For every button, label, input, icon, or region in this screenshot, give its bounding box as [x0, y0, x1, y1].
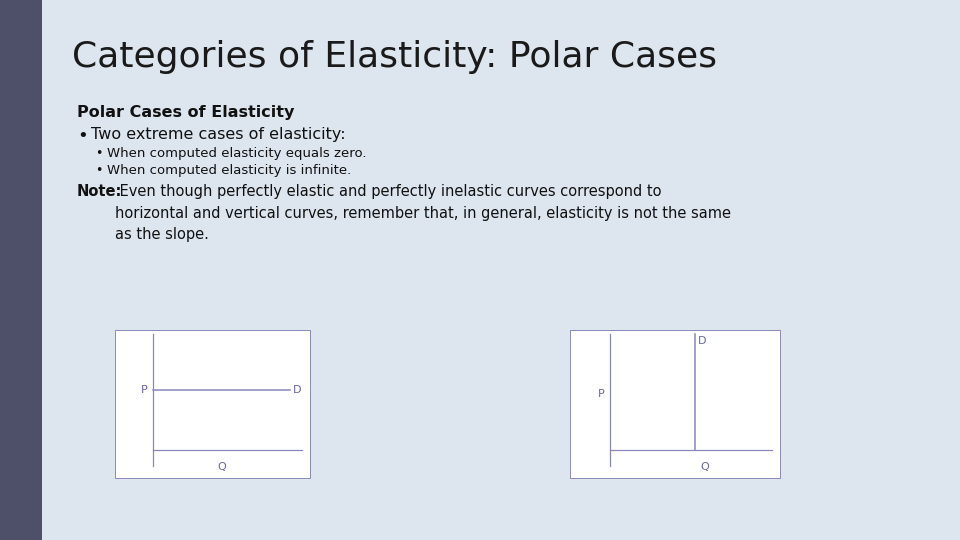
Text: Q: Q [701, 462, 709, 472]
Bar [0, 0, 42, 540]
Bar [570, 330, 780, 478]
Text: When computed elasticity is infinite.: When computed elasticity is infinite. [107, 164, 351, 177]
Text: •: • [95, 147, 103, 160]
Text: D: D [698, 336, 707, 346]
Text: P: P [598, 389, 605, 399]
Text: •: • [77, 127, 87, 145]
Text: Q: Q [218, 462, 227, 472]
Text: D: D [293, 385, 301, 395]
Text: Note:: Note: [77, 184, 122, 199]
Text: When computed elasticity equals zero.: When computed elasticity equals zero. [107, 147, 367, 160]
Text: Categories of Elasticity: Polar Cases: Categories of Elasticity: Polar Cases [72, 40, 717, 74]
Text: Even though perfectly elastic and perfectly inelastic curves correspond to
horiz: Even though perfectly elastic and perfec… [115, 184, 731, 242]
Text: Two extreme cases of elasticity:: Two extreme cases of elasticity: [91, 127, 346, 142]
Text: •: • [95, 164, 103, 177]
Bar [115, 330, 310, 478]
Text: P: P [141, 385, 148, 395]
Text: Polar Cases of Elasticity: Polar Cases of Elasticity [77, 105, 295, 120]
